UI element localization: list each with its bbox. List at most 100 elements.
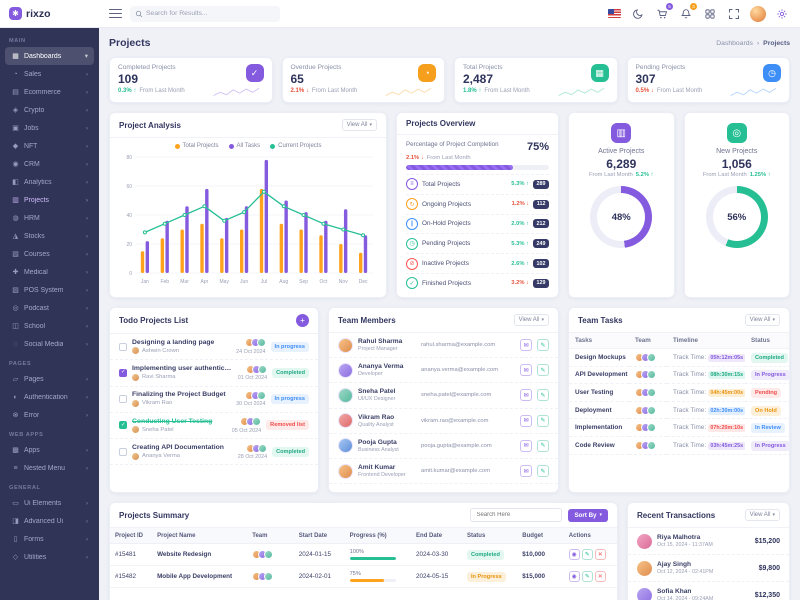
sidebar-item[interactable]: ◮ Stocks [5, 227, 94, 245]
sidebar-item-label: NFT [24, 142, 38, 150]
breadcrumb-current: Projects [763, 39, 790, 47]
sidebar-item[interactable]: ▱ Pages [5, 370, 94, 388]
sidebar-item[interactable]: ◐ Authentication [5, 388, 94, 406]
sidebar-item[interactable]: ▭ Ui Elements [5, 494, 94, 512]
member-email: vikram.rao@example.com [421, 417, 489, 424]
view-all-button[interactable]: View All ▾ [513, 314, 549, 326]
member-row: Vikram Rao Quality Analyst vikram.rao@ex… [329, 409, 558, 434]
add-todo-button[interactable]: + [296, 314, 309, 327]
sidebar-item[interactable]: ▧ Courses [5, 245, 94, 263]
hamburger-menu-icon[interactable] [109, 7, 122, 20]
sidebar-item[interactable]: ▦ Dashboards [5, 47, 94, 65]
sidebar-item[interactable]: ◈ Crypto [5, 101, 94, 119]
todo-checkbox[interactable] [119, 395, 127, 404]
view-all-button[interactable]: View All ▾ [744, 314, 780, 326]
sidebar-item[interactable]: ◉ CRM [5, 155, 94, 173]
sidebar-item[interactable]: ◎ Podcast [5, 299, 94, 317]
todo-checkbox[interactable] [119, 421, 127, 430]
breadcrumb-parent[interactable]: Dashboards [716, 39, 753, 47]
row-lists: Todo Projects List + Designing a landing… [109, 307, 790, 493]
user-avatar[interactable] [750, 5, 766, 22]
table-column-header: Status [745, 333, 789, 349]
sidebar-item-label: Courses [24, 250, 50, 258]
todo-checkbox[interactable] [119, 342, 127, 351]
brand-logo[interactable]: ✱ rixzo [0, 0, 99, 28]
sidebar-item[interactable]: ◫ School [5, 317, 94, 335]
sidebar-item[interactable]: ◇ Utilities [5, 548, 94, 566]
member-row: Ananya Verma Developer ananya.verma@exam… [329, 358, 558, 384]
card-title: Recent Transactions [637, 510, 716, 520]
sparkline-chart [730, 87, 777, 96]
fullscreen-icon[interactable] [726, 6, 742, 22]
notifications-bell-icon[interactable]: 3 [678, 2, 697, 22]
edit-icon[interactable]: ✎ [537, 439, 549, 452]
notifications-badge: 3 [690, 2, 697, 10]
message-icon[interactable]: ✉ [520, 414, 532, 427]
view-all-button[interactable]: View All ▾ [744, 509, 780, 521]
todo-checkbox[interactable] [119, 368, 127, 377]
sidebar-item[interactable]: ◆ NFT [5, 137, 94, 155]
count-badge: 112 [533, 199, 549, 209]
status-badge: In Progress [751, 370, 789, 381]
edit-icon[interactable]: ✎ [537, 389, 549, 402]
sidebar-item[interactable]: ▤ Ecommerce [5, 83, 94, 101]
table-column-header: Tasks [569, 333, 629, 349]
edit-icon[interactable]: ✎ [537, 414, 549, 427]
message-icon[interactable]: ✉ [520, 465, 532, 478]
sidebar-item[interactable]: ▩ Apps [5, 441, 94, 459]
sidebar-item[interactable]: ◧ Analytics [5, 173, 94, 191]
actions-cell: ◉ ✎ ✕ [563, 565, 617, 588]
delete-icon[interactable]: ✕ [594, 549, 606, 560]
sidebar-item[interactable]: ✚ Medical [5, 263, 94, 281]
author-avatar [132, 452, 139, 460]
sidebar-item-label: HRM [24, 214, 40, 222]
global-search [130, 5, 280, 22]
sidebar-item[interactable]: ◔ Sales [5, 65, 94, 83]
member-row: Amit Kumar Frontend Developer amit.kumar… [329, 459, 558, 485]
language-flag-icon[interactable] [606, 6, 622, 22]
edit-icon[interactable]: ✎ [581, 549, 593, 560]
sidebar-item[interactable]: ▯ Forms [5, 530, 94, 548]
progress-cell: 100% [344, 543, 412, 566]
topbar: 5 3 [99, 0, 800, 28]
sidebar-item[interactable]: ⊗ Error [5, 406, 94, 424]
transaction-amount: $9,800 [758, 564, 780, 572]
message-icon[interactable]: ✉ [520, 439, 532, 452]
sort-by-button[interactable]: Sort By ▾ [568, 508, 608, 522]
sidebar-item[interactable]: ◌ Social Media [5, 335, 94, 353]
dark-mode-icon[interactable] [630, 6, 646, 22]
message-icon[interactable]: ✉ [520, 389, 532, 402]
sidebar-item[interactable]: ◍ HRM [5, 209, 94, 227]
cart-icon[interactable]: 5 [654, 2, 673, 22]
sidebar-item-label: Dashboards [24, 52, 62, 60]
edit-icon[interactable]: ✎ [581, 571, 593, 582]
edit-icon[interactable]: ✎ [537, 465, 549, 478]
message-icon[interactable]: ✉ [520, 339, 532, 352]
card-title: Projects Summary [119, 510, 190, 520]
stat-icon: ✓ [245, 64, 264, 82]
chevron-right-icon [86, 71, 88, 78]
sidebar-item[interactable]: ◨ Advanced Ui [5, 512, 94, 530]
sidebar-item[interactable]: ▥ Projects [5, 191, 94, 209]
view-all-button[interactable]: View All ▾ [341, 119, 377, 131]
sidebar-item[interactable]: ▣ Jobs [5, 119, 94, 137]
sidebar-item-label: School [24, 322, 46, 330]
sidebar-item[interactable]: ≡ Nested Menu [5, 459, 94, 477]
status-badge: Completed [751, 352, 788, 363]
search-icon [135, 10, 143, 17]
sidebar-item-icon: ◆ [12, 143, 19, 150]
start-date: 2024-02-01 [293, 565, 345, 588]
edit-icon[interactable]: ✎ [537, 364, 549, 377]
edit-icon[interactable]: ✎ [537, 339, 549, 352]
message-icon[interactable]: ✉ [520, 364, 532, 377]
apps-grid-icon[interactable] [702, 6, 718, 22]
view-icon[interactable]: ◉ [568, 549, 580, 560]
search-input[interactable] [130, 5, 280, 22]
sidebar-item[interactable]: ▨ POS System [5, 281, 94, 299]
todo-checkbox[interactable] [119, 447, 127, 456]
delete-icon[interactable]: ✕ [594, 571, 606, 582]
settings-gear-icon[interactable] [774, 6, 790, 22]
view-icon[interactable]: ◉ [568, 571, 580, 582]
summary-search-input[interactable] [470, 508, 563, 522]
stat-icon: ▦ [590, 64, 609, 82]
